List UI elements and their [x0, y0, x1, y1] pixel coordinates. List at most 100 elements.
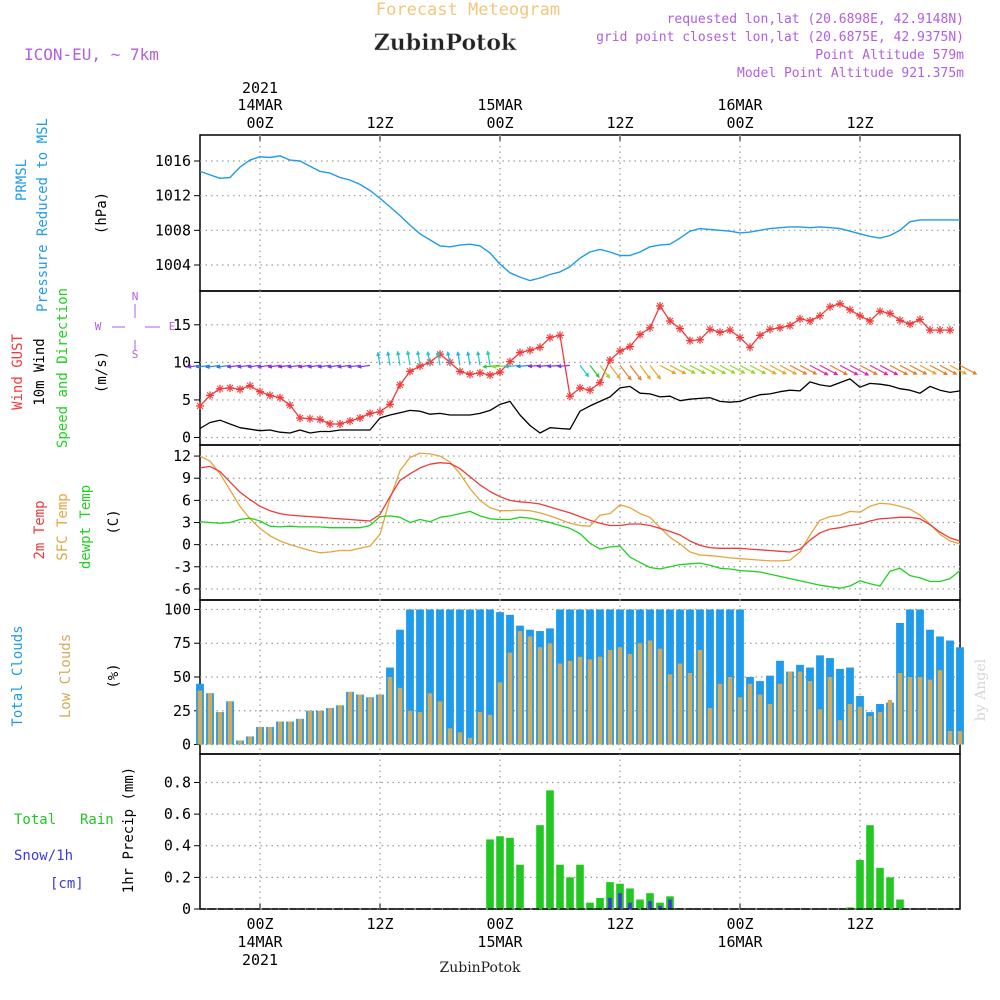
wind-arrow-head: [812, 370, 818, 375]
low-cloud-bar: [277, 721, 283, 745]
gust-marker-d2: [826, 303, 834, 311]
wind-arrow-head: [236, 364, 242, 369]
model-altitude: Model Point Altitude 921.375m: [737, 66, 964, 81]
low-cloud-bar: [807, 681, 813, 745]
wind-arrow-head: [317, 364, 322, 369]
wind-arrow-head: [626, 375, 632, 381]
snow-bar: [658, 905, 662, 909]
gust-marker: [266, 391, 274, 400]
gust-marker-d2: [386, 401, 394, 408]
gust-marker-d2: [776, 324, 784, 332]
gust-marker-d2: [196, 402, 204, 410]
rain-bar: [636, 899, 644, 909]
gust-marker-d2: [696, 336, 704, 344]
gust-marker: [916, 315, 924, 324]
y-tick-label: 0: [182, 536, 191, 554]
low-cloud-bar: [557, 663, 563, 745]
gridlines: [200, 135, 960, 910]
wind-arrow-icon: [809, 364, 829, 376]
wind-arrow-head: [491, 364, 497, 369]
rain-bar: [646, 893, 654, 909]
low-cloud-bar: [727, 677, 733, 745]
gust-marker: [456, 367, 464, 376]
gust-marker-d2: [206, 392, 214, 399]
wind-10m-label: 10m Wind: [32, 338, 48, 405]
low-cloud-bar: [407, 710, 413, 745]
gust-marker-d2: [606, 356, 614, 364]
top-time-label: 00Z: [486, 114, 513, 132]
wind-arrow-icon: [395, 350, 401, 366]
low-cloud-bar: [327, 708, 333, 745]
low-cloud-bar: [597, 656, 603, 745]
gust-marker: [296, 414, 304, 422]
y-tick-label: 0: [182, 736, 191, 754]
low-cloud-bar: [447, 728, 453, 745]
wind-arrow-icon: [769, 364, 787, 375]
gust-marker-d2: [276, 394, 284, 402]
wind-arrow-head: [730, 369, 736, 374]
gust-marker: [356, 414, 364, 422]
wind-arrow-icon: [357, 364, 371, 369]
bottom-time-label: 2021: [242, 951, 278, 969]
gust-marker: [536, 343, 544, 352]
low-cloud-bar: [567, 660, 573, 745]
wind-arrow-head: [466, 351, 471, 356]
gust-marker-d2: [716, 328, 724, 336]
gust-marker-d2: [796, 315, 804, 323]
gust-marker: [576, 383, 584, 392]
gust-marker: [586, 386, 594, 395]
temp-dewpt-label: dewpt Temp: [78, 485, 94, 569]
y-tick-label: -6: [173, 580, 191, 598]
gust-marker: [286, 401, 294, 410]
low-cloud-bar: [247, 736, 253, 745]
temp-2m-label: 2m Temp: [32, 500, 48, 559]
gust-marker: [736, 333, 744, 342]
wind-arrow-icon: [236, 364, 251, 369]
y-tick-label: 1004: [155, 256, 191, 274]
gust-marker: [876, 307, 884, 316]
gust-marker: [696, 335, 704, 344]
gust-marker-d2: [856, 312, 864, 320]
wind-arrow-icon: [485, 350, 491, 366]
gust-marker-d2: [766, 325, 774, 333]
compass-w: W: [95, 320, 102, 333]
wind-arrow-head: [215, 364, 221, 370]
snow-bar: [608, 897, 612, 909]
wind-arrow-icon: [426, 351, 431, 366]
bottom-time-label: 00Z: [246, 915, 273, 933]
gust-marker: [826, 302, 834, 311]
total-cloud-bar: [496, 612, 504, 745]
wind-arrow-head: [446, 351, 451, 356]
wind-arrow-icon: [415, 350, 421, 366]
gust-marker: [226, 383, 234, 392]
gust-marker: [256, 387, 264, 396]
gust-marker: [516, 348, 524, 357]
low-cloud-bar: [897, 672, 903, 745]
gust-marker: [636, 330, 644, 339]
total-cloud-bar: [946, 640, 954, 745]
bottom-time-label: 00Z: [486, 915, 513, 933]
wind-arrow-head: [750, 369, 756, 374]
gust-marker: [766, 325, 774, 334]
gust-marker-d2: [456, 368, 464, 375]
y-tick-label: 0: [182, 428, 191, 446]
low-cloud-bar: [317, 710, 323, 745]
gust-marker: [546, 333, 554, 342]
wind-arrow-icon: [516, 363, 531, 369]
gust-marker-d2: [806, 317, 814, 325]
wind-arrow-head: [357, 364, 362, 369]
wind-arrow-icon: [599, 365, 611, 379]
pressure-series: [199, 155, 960, 282]
gust-marker-d2: [366, 410, 374, 417]
gust-marker: [856, 311, 864, 320]
gust-marker-d2: [896, 316, 904, 324]
wind-arrow-icon: [267, 364, 281, 369]
low-cloud-bar: [787, 671, 793, 745]
model-label: ICON-EU, ~ 7km: [24, 45, 159, 64]
low-cloud-bar: [767, 704, 773, 745]
gust-marker: [866, 317, 874, 325]
bottom-time-label: 12Z: [846, 915, 873, 933]
gust-marker-d2: [816, 312, 824, 320]
wind-arrow-head: [405, 350, 411, 356]
low-cloud-bar: [647, 640, 653, 745]
